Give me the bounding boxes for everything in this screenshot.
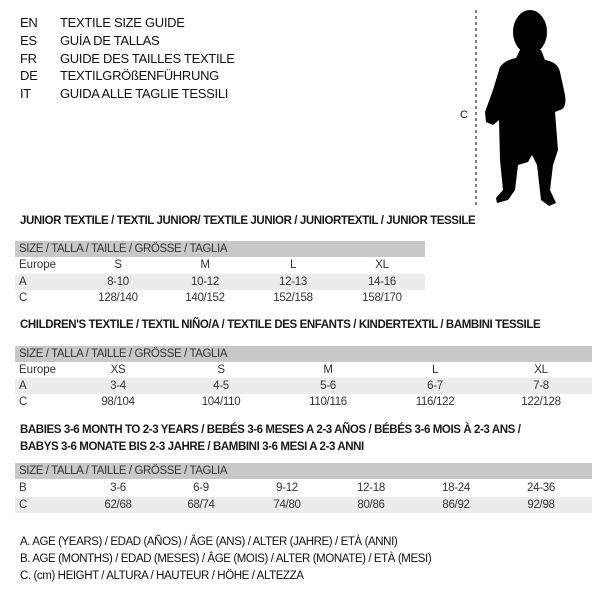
children-table-header: SIZE / TALLA / TAILLE / GRÖSSE / TAGLIA <box>15 346 592 362</box>
header-line-de: DE TEXTILGRÖßENFÜHRUNG <box>20 68 219 83</box>
table-row: Europe XS S M L XL <box>19 364 548 376</box>
babies-table-title-line2: BABYS 3-6 MONATE BIS 2-3 JAHRE / BAMBINI… <box>20 441 364 453</box>
legend-a: A. AGE (YEARS) / EDAD (AÑOS) / ÂGE (ANS)… <box>20 536 398 548</box>
table-row: B 3-6 6-9 9-12 12-18 18-24 24-36 <box>19 482 555 494</box>
measure-label-c: C <box>460 109 468 121</box>
table-row: C 128/140 140/152 152/158 158/170 <box>19 292 402 304</box>
table-row: C 98/104 104/110 110/116 116/122 122/128 <box>19 396 561 408</box>
table-row: A 8-10 10-12 12-13 14-16 <box>15 274 425 290</box>
child-silhouette-icon <box>475 10 566 207</box>
table-row: A 3-4 4-5 5-6 6-7 7-8 <box>15 378 592 394</box>
children-table-title: CHILDREN'S TEXTILE / TEXTIL NIÑO/A / TEX… <box>20 319 541 331</box>
header-line-es: ES GUÍA DE TALLAS <box>20 33 160 48</box>
junior-table-title: JUNIOR TEXTILE / TEXTIL JUNIOR/ TEXTILE … <box>20 215 476 227</box>
header-line-fr: FR GUIDE DES TAILLES TEXTILE <box>20 51 235 66</box>
junior-table-header: SIZE / TALLA / TAILLE / GRÖSSE / TAGLIA <box>15 241 425 257</box>
babies-table-header: SIZE / TALLA / TAILLE / GRÖSSE / TAGLIA <box>15 463 592 479</box>
table-row: Europe S M L XL <box>19 259 389 271</box>
legend-b: B. AGE (MONTHS) / EDAD (MESES) / ÂGE (MO… <box>20 553 432 565</box>
header-line-en: EN TEXTILE SIZE GUIDE <box>20 15 185 30</box>
table-row: C 62/68 68/74 74/80 80/86 86/92 92/98 <box>15 497 592 513</box>
legend-c: C. (cm) HEIGHT / ALTURA / HAUTEUR / HÖHE… <box>20 570 304 582</box>
babies-table-title: BABIES 3-6 MONTH TO 2-3 YEARS / BEBÉS 3-… <box>20 424 521 436</box>
header-line-it: IT GUIDA ALLE TAGLIE TESSILI <box>20 86 229 101</box>
